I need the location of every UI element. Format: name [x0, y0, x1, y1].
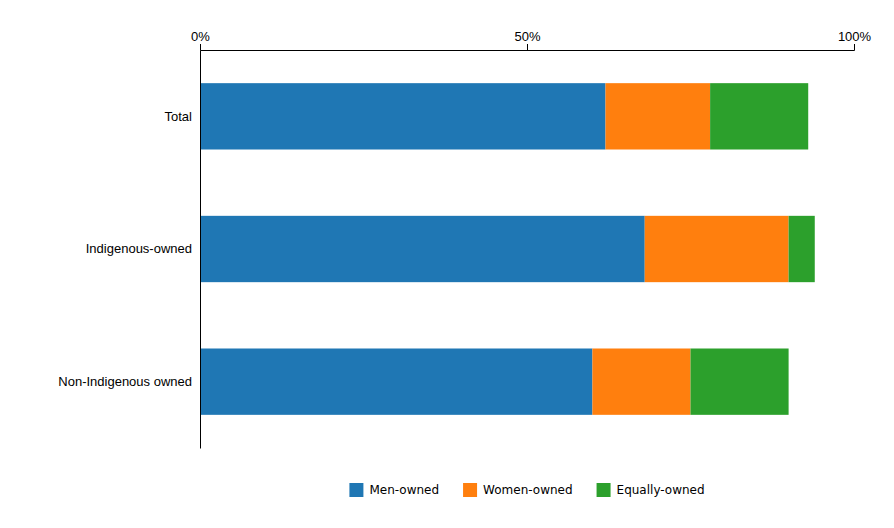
tick-mark — [527, 44, 528, 50]
legend-swatch — [463, 483, 477, 497]
legend-label: Equally-owned — [617, 483, 705, 497]
legend-label: Women-owned — [483, 483, 573, 497]
bar — [200, 216, 645, 282]
plot: 0% 50% 100% Non-Indigenous owned Indigenous-… — [58, 29, 871, 449]
series — [200, 83, 645, 415]
tick-label: 100% — [838, 29, 872, 44]
bar — [645, 216, 789, 282]
tick-mark — [854, 44, 855, 50]
tick-label: Non-Indigenous owned — [58, 374, 192, 389]
tick: Total — [165, 108, 193, 123]
y-axis: Non-Indigenous owned Indigenous-owned Tota… — [58, 51, 200, 449]
tick: Indigenous-owned — [86, 241, 192, 256]
bar — [691, 349, 789, 415]
bar — [710, 83, 808, 149]
tick: Non-Indigenous owned — [58, 374, 192, 389]
bar — [592, 349, 690, 415]
legend-item: Women-owned — [463, 483, 573, 497]
legend: Men-owned Women-owned Equally-owned — [349, 483, 704, 497]
tick-label: Total — [165, 108, 193, 123]
bar — [200, 83, 605, 149]
chart-container: 0% 50% 100% Non-Indigenous owned Indigenous-… — [0, 0, 894, 528]
series — [691, 83, 815, 415]
bar — [605, 83, 710, 149]
x-axis: 0% 50% 100% — [191, 29, 871, 51]
tick: 100% — [838, 29, 872, 50]
tick-label: 0% — [191, 29, 210, 44]
legend-item: Equally-owned — [597, 483, 705, 497]
tick-mark — [200, 44, 201, 50]
bars — [200, 83, 815, 415]
legend-swatch — [597, 483, 611, 497]
bar — [200, 349, 592, 415]
legend-swatch — [349, 483, 363, 497]
tick: 50% — [514, 29, 540, 50]
tick-label: 50% — [514, 29, 540, 44]
legend-item: Men-owned — [349, 483, 439, 497]
bar — [789, 216, 815, 282]
axis-line — [201, 44, 855, 51]
tick: 0% — [191, 29, 210, 50]
legend-label: Men-owned — [369, 483, 439, 497]
chart: 0% 50% 100% Non-Indigenous owned Indigenous-… — [0, 0, 894, 528]
axis-line — [200, 51, 201, 449]
tick-label: Indigenous-owned — [86, 241, 192, 256]
